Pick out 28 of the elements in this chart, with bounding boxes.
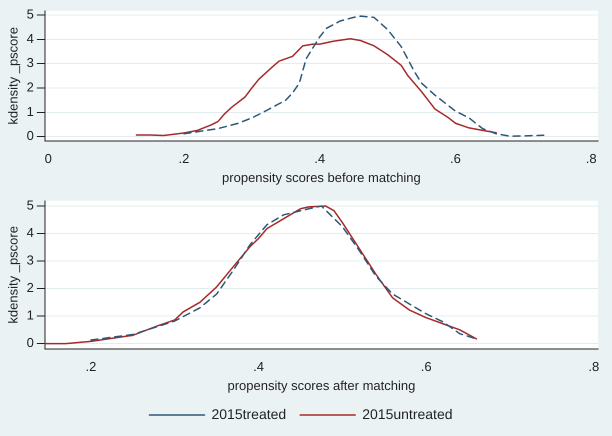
y-tick-label: 5 — [26, 6, 34, 22]
x-tick-label: .2 — [178, 151, 190, 166]
y-axis-title: kdensity _pscore — [5, 226, 20, 324]
y-tick-label: 5 — [26, 198, 34, 213]
line-series — [183, 15, 544, 137]
y-tick-label: 2 — [26, 80, 34, 95]
y-tick-label: 3 — [26, 55, 34, 70]
y-tick-label: 3 — [26, 252, 34, 268]
x-tick-label: .4 — [253, 359, 264, 374]
legend-label: 2015treated — [211, 406, 286, 422]
x-axis-title: propensity scores after matching — [227, 378, 416, 393]
y-tick-label: 0 — [26, 128, 34, 144]
x-tick-label: .2 — [86, 359, 96, 374]
x-axis-title: propensity scores before matching — [222, 170, 421, 185]
x-tick-label: .6 — [450, 151, 461, 166]
y-tick-label: 4 — [26, 30, 34, 46]
x-tick-label: 0 — [44, 151, 52, 166]
y-tick-label: 0 — [26, 335, 34, 350]
y-axis-title: kdensity _pscore — [5, 27, 20, 125]
x-tick-label: .6 — [420, 359, 432, 374]
legend-label: 2015untreated — [362, 406, 453, 422]
x-tick-label: .8 — [586, 151, 597, 166]
y-tick-label: 1 — [26, 308, 34, 323]
y-tick-label: 4 — [26, 225, 34, 240]
y-tick-label: 2 — [26, 280, 34, 296]
y-tick-label: 1 — [26, 104, 34, 119]
x-tick-label: .4 — [314, 151, 326, 166]
x-tick-label: .8 — [588, 359, 600, 374]
